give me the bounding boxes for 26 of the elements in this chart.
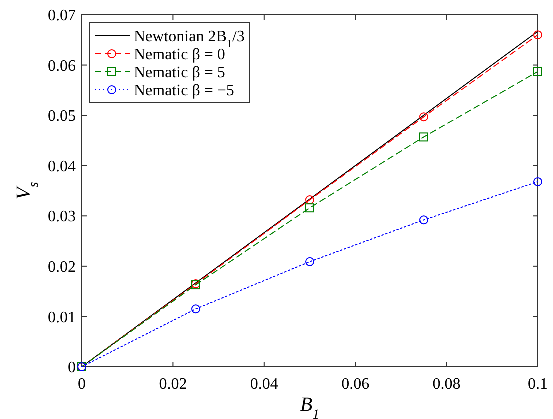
x-axis-title: B$_{1}$ — [300, 394, 320, 419]
y-tick-label: 0 — [68, 360, 76, 377]
point — [192, 304, 200, 314]
point — [306, 204, 314, 213]
y-tick-label: 0.06 — [48, 58, 76, 75]
point — [420, 132, 428, 142]
y-tick-label: 0.05 — [48, 108, 76, 126]
y-tick-label: 0.01 — [48, 309, 76, 326]
legend-label: Nematic β = −5 — [134, 82, 234, 100]
point — [534, 177, 542, 186]
point — [534, 67, 542, 76]
legend-label: Nematic β = 5 — [134, 64, 226, 82]
x-tick-label: 0.02 — [159, 376, 188, 393]
x-tick-label: 0.04 — [250, 376, 278, 393]
x-tick-label: 0.06 — [342, 376, 370, 393]
y-tick-label: 0.03 — [48, 208, 76, 226]
point — [306, 257, 314, 266]
point — [534, 30, 542, 40]
point — [306, 196, 314, 205]
point — [420, 112, 428, 122]
y-tick-label: 0.04 — [48, 158, 76, 176]
y-tick-label: 0.02 — [48, 259, 76, 276]
point — [420, 216, 428, 225]
y-tick-label: 0.07 — [48, 8, 76, 25]
x-tick-label: 0.08 — [432, 376, 461, 393]
x-tick-label: 0.1 — [528, 376, 548, 393]
